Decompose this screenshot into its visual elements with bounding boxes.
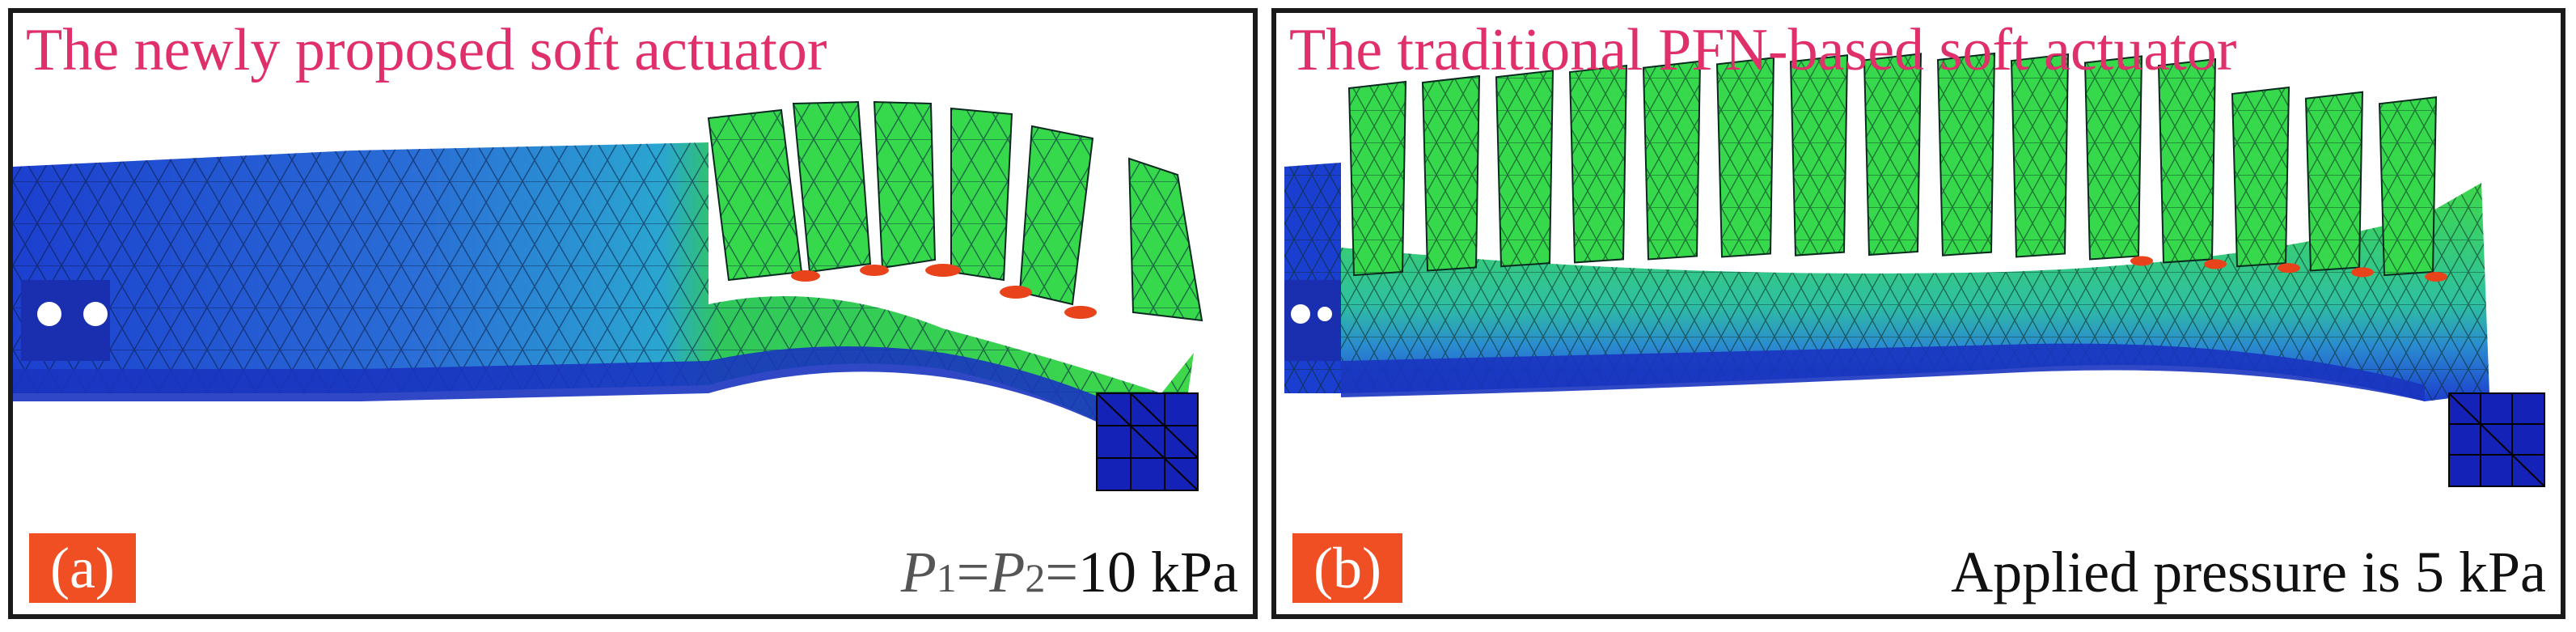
hotspot — [2204, 259, 2227, 269]
hole-left — [37, 302, 61, 326]
panel-title-a: The newly proposed soft actuator — [26, 17, 827, 83]
hole-right — [83, 302, 108, 326]
hotspot — [2278, 263, 2300, 274]
contact-block-a — [1096, 392, 1199, 491]
fe-model-pfn-actuator — [1284, 52, 2545, 487]
panel-title-b: The traditional PFN-based soft actuator — [1289, 17, 2237, 83]
pressure-label-a: P1=P2=10 kPa — [900, 540, 1238, 604]
hotspot — [2425, 272, 2447, 282]
hotspot — [2130, 256, 2153, 266]
contact-block-b — [2448, 392, 2545, 487]
pressure-label-b: Applied pressure is 5 kPa — [1951, 540, 2546, 604]
panel-label-a: (a) — [29, 533, 136, 603]
panel-b: The traditional PFN-based soft actuator … — [1271, 8, 2565, 619]
panel-a: The newly proposed soft actuator (a) P1=… — [8, 8, 1258, 619]
hotspot — [2351, 267, 2374, 278]
hole-left — [1291, 304, 1310, 324]
panel-label-b: (b) — [1292, 533, 1402, 603]
stress-hotspots-b — [2130, 256, 2447, 282]
chambers-b — [1347, 52, 2438, 277]
fe-model-proposed-actuator — [13, 100, 1203, 491]
stress-hotspots-a — [791, 264, 1097, 319]
hole-right — [1318, 307, 1332, 321]
